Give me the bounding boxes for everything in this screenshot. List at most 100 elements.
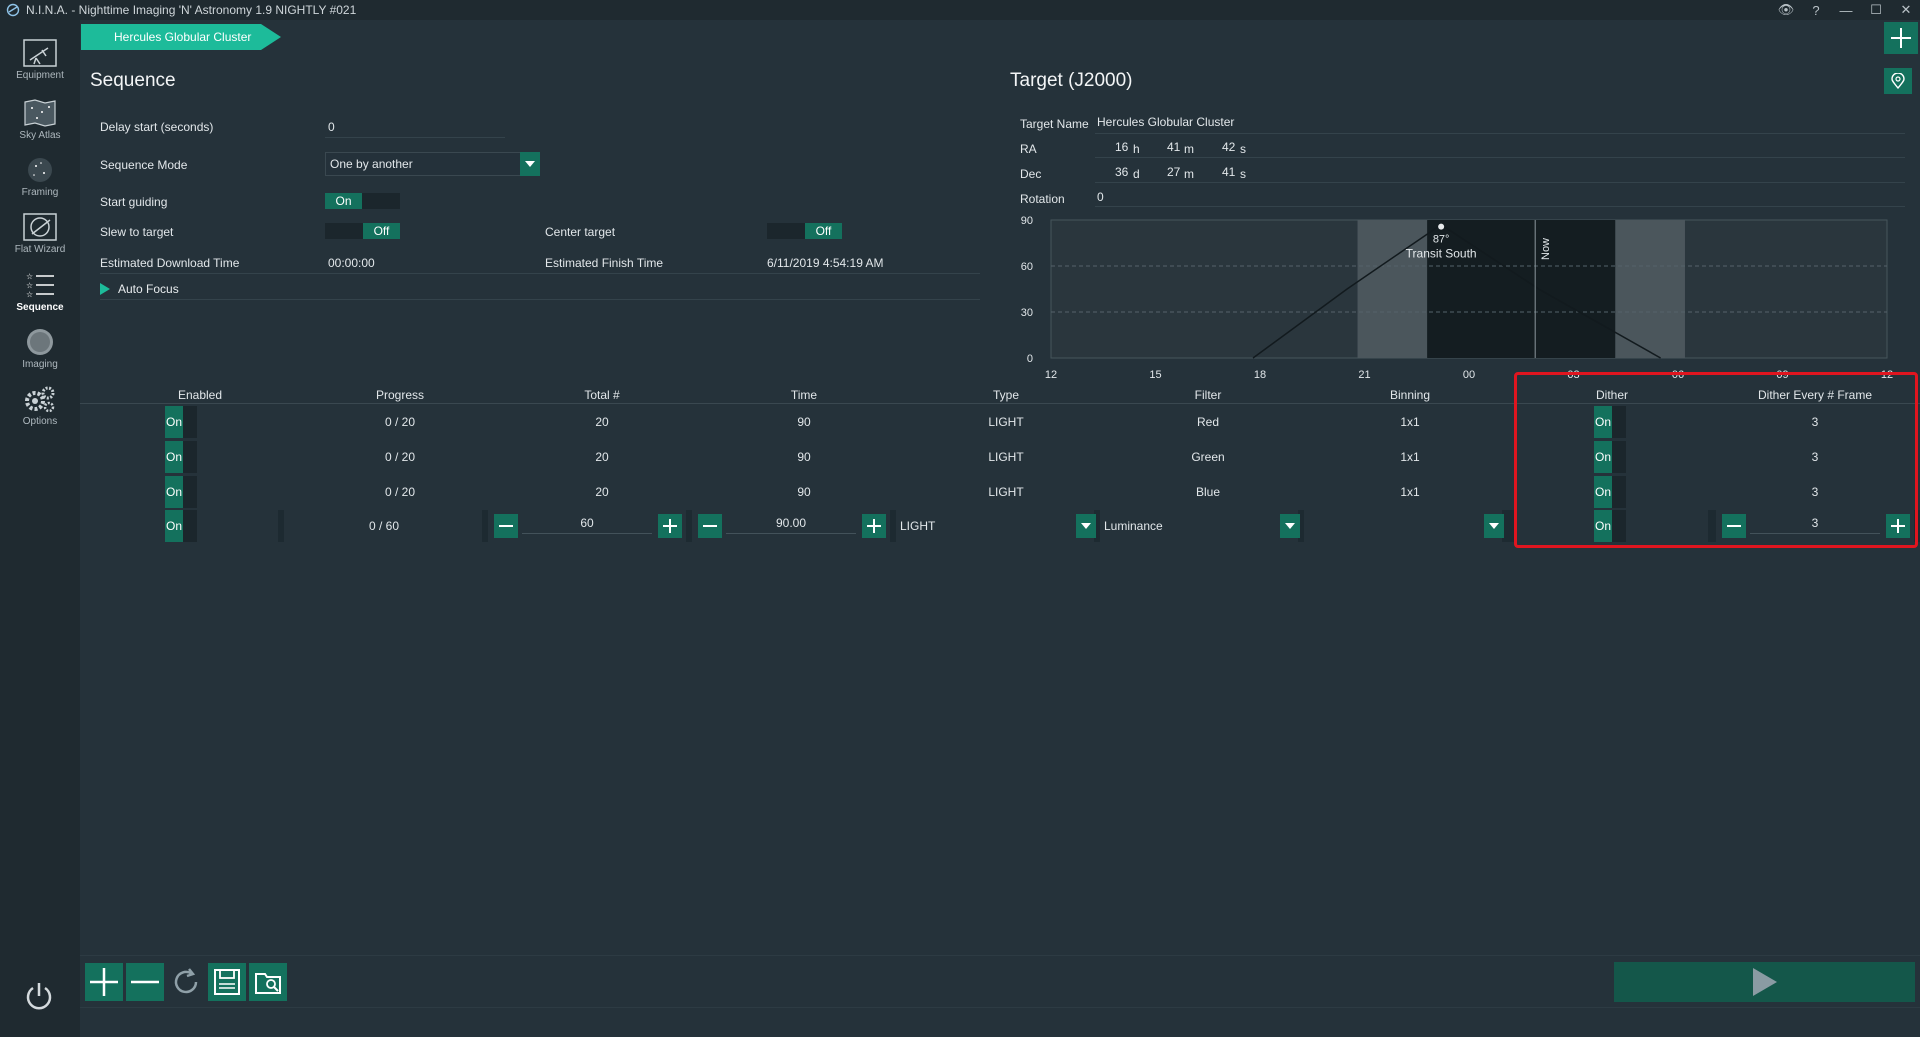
dither-toggle[interactable]: On bbox=[1594, 406, 1626, 438]
y-tick-label: 30 bbox=[1021, 307, 1033, 319]
night-band bbox=[1427, 220, 1616, 358]
nav-label: Flat Wizard bbox=[14, 244, 66, 255]
ra-seconds-input[interactable]: 42 bbox=[1222, 140, 1236, 154]
target-name-input[interactable]: Hercules Globular Cluster bbox=[1097, 115, 1235, 129]
table-row[interactable]: On 0 / 20 20 90 LIGHT Red 1x1 On 3 bbox=[80, 405, 1920, 439]
add-row-button[interactable] bbox=[85, 963, 123, 1001]
auto-focus-label: Auto Focus bbox=[118, 282, 179, 296]
chart-grid bbox=[1051, 265, 1887, 313]
nav-label: Sequence bbox=[16, 302, 64, 313]
toggle-knob: On bbox=[1594, 476, 1612, 508]
dec-degrees-input[interactable]: 36 bbox=[1115, 165, 1129, 179]
sequence-mode-dropdown[interactable]: One by another bbox=[325, 152, 540, 176]
app-logo-icon bbox=[6, 3, 20, 17]
delay-start-label: Delay start (seconds) bbox=[100, 120, 214, 134]
plus-icon bbox=[663, 519, 677, 533]
power-icon[interactable] bbox=[24, 980, 54, 1012]
progress-cell: 0 / 20 bbox=[384, 450, 416, 464]
time-decrement-button[interactable] bbox=[698, 514, 722, 538]
x-tick-label: 12 bbox=[1045, 369, 1057, 381]
nav-item-framing[interactable]: Framing bbox=[0, 151, 80, 208]
ra-hours-input[interactable]: 16 bbox=[1115, 140, 1129, 154]
enabled-toggle[interactable]: On bbox=[165, 441, 197, 473]
dither-every-input[interactable]: 3 bbox=[1750, 516, 1880, 534]
plus-icon bbox=[1891, 519, 1905, 533]
sequence-mode-label: Sequence Mode bbox=[100, 158, 188, 172]
toggle-knob: On bbox=[1594, 510, 1612, 542]
location-button[interactable] bbox=[1884, 68, 1912, 94]
time-stepper: 90.00 bbox=[692, 510, 892, 542]
binning-dropdown[interactable] bbox=[1304, 514, 1504, 538]
sequence-table-header: Enabled Progress Total # Time Type Filte… bbox=[80, 386, 1920, 404]
nav-item-imaging[interactable]: Imaging bbox=[0, 323, 80, 380]
dither-toggle[interactable]: On bbox=[1594, 510, 1626, 542]
dither-toggle[interactable]: On bbox=[1594, 476, 1626, 508]
ra-minutes-unit: m bbox=[1184, 142, 1194, 156]
nav-item-options[interactable]: Options bbox=[0, 380, 80, 437]
save-sequence-button[interactable] bbox=[208, 963, 246, 1001]
dither-every-decrement-button[interactable] bbox=[1722, 514, 1746, 538]
ra-hours-unit: h bbox=[1133, 142, 1140, 156]
download-time-value: 00:00:00 bbox=[328, 256, 375, 270]
total-decrement-button[interactable] bbox=[494, 514, 518, 538]
total-increment-button[interactable] bbox=[658, 514, 682, 538]
transit-marker bbox=[1438, 223, 1445, 230]
type-dropdown[interactable]: LIGHT bbox=[896, 514, 1096, 538]
total-input[interactable]: 60 bbox=[522, 516, 652, 534]
start-guiding-toggle[interactable]: On bbox=[325, 193, 400, 209]
header-dither-every: Dither Every # Frame bbox=[1757, 388, 1873, 402]
night-bands bbox=[1357, 220, 1685, 358]
location-pin-icon bbox=[1891, 73, 1905, 89]
reset-button[interactable] bbox=[167, 963, 205, 1001]
nav-item-sky-atlas[interactable]: Sky Atlas bbox=[0, 94, 80, 151]
remove-row-button[interactable] bbox=[126, 963, 164, 1001]
ra-minutes-input[interactable]: 41 bbox=[1167, 140, 1181, 154]
dec-minutes-unit: m bbox=[1184, 167, 1194, 181]
dec-seconds-input[interactable]: 41 bbox=[1222, 165, 1236, 179]
start-sequence-button[interactable] bbox=[1614, 962, 1915, 1002]
enabled-toggle[interactable]: On bbox=[165, 510, 197, 542]
delay-start-input[interactable]: 0 bbox=[328, 120, 335, 134]
minimize-icon[interactable]: — bbox=[1839, 2, 1853, 18]
nav-item-equipment[interactable]: Equipment bbox=[0, 34, 80, 91]
rotation-input[interactable]: 0 bbox=[1097, 190, 1104, 204]
filter-dropdown[interactable]: Luminance bbox=[1100, 514, 1300, 538]
ra-label: RA bbox=[1020, 142, 1037, 156]
slew-to-target-toggle[interactable]: Off bbox=[325, 223, 400, 239]
center-target-label: Center target bbox=[545, 225, 616, 239]
target-breadcrumb[interactable]: Hercules Globular Cluster bbox=[81, 24, 281, 50]
dec-minutes-input[interactable]: 27 bbox=[1167, 165, 1181, 179]
center-target-toggle[interactable]: Off bbox=[767, 223, 842, 239]
auto-focus-expander[interactable]: Auto Focus bbox=[100, 282, 179, 296]
dither-every-increment-button[interactable] bbox=[1886, 514, 1910, 538]
toggle-knob: Off bbox=[805, 223, 842, 239]
add-target-button[interactable] bbox=[1884, 22, 1918, 54]
binning-cell: 1x1 bbox=[1400, 485, 1420, 499]
help-icon[interactable]: ? bbox=[1812, 2, 1820, 18]
time-input[interactable]: 90.00 bbox=[726, 516, 856, 534]
table-row[interactable]: On 0 / 20 20 90 LIGHT Blue 1x1 On 3 bbox=[80, 475, 1920, 509]
load-sequence-button[interactable] bbox=[249, 963, 287, 1001]
dec-degrees-unit: d bbox=[1133, 167, 1140, 181]
nav-item-sequence[interactable]: ☆ ☆ ☆ Sequence bbox=[0, 266, 80, 323]
enabled-toggle[interactable]: On bbox=[165, 476, 197, 508]
dither-toggle[interactable]: On bbox=[1594, 441, 1626, 473]
target-name-underline bbox=[1095, 133, 1905, 134]
close-icon[interactable]: ✕ bbox=[1900, 2, 1912, 17]
chevron-down-icon bbox=[520, 152, 540, 176]
sequence-icon: ☆☆☆ bbox=[26, 272, 54, 299]
status-bar bbox=[80, 1007, 1920, 1037]
dither-cell: On bbox=[1514, 510, 1710, 542]
time-increment-button[interactable] bbox=[862, 514, 886, 538]
maximize-icon[interactable]: ☐ bbox=[1870, 2, 1882, 17]
table-row[interactable]: On 0 / 20 20 90 LIGHT Green 1x1 On 3 bbox=[80, 440, 1920, 474]
save-icon bbox=[214, 969, 240, 995]
filter-cell: Blue bbox=[1195, 485, 1221, 499]
plus-icon bbox=[90, 968, 118, 996]
table-row-selected[interactable]: On 0 / 60 60 90.00 LIGHT Luminance On bbox=[80, 510, 1920, 542]
header-enabled: Enabled bbox=[177, 388, 223, 402]
nav-item-flat-wizard[interactable]: Flat Wizard bbox=[0, 208, 80, 265]
toggle-knob: On bbox=[165, 441, 183, 473]
enabled-toggle[interactable]: On bbox=[165, 406, 197, 438]
eye-icon[interactable]: 👁 bbox=[1777, 2, 1795, 17]
